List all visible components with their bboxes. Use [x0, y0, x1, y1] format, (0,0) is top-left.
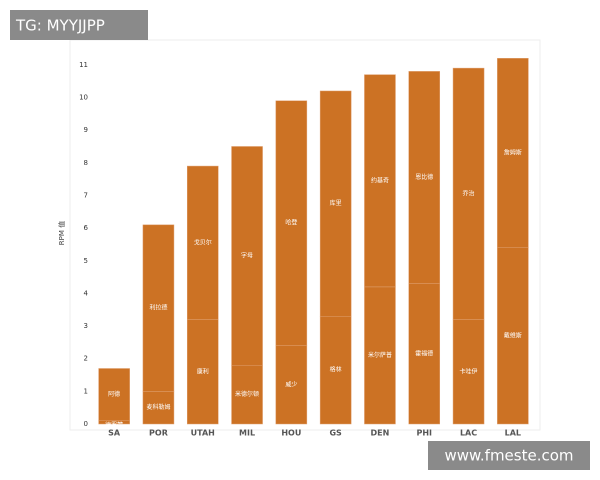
y-tick-label: 6: [84, 224, 89, 232]
x-tick-label: UTAH: [191, 429, 215, 438]
bar-segment: [452, 67, 485, 320]
segment-label: 阿德: [108, 390, 120, 398]
bar-segment: [231, 146, 263, 366]
x-tick-label: MIL: [239, 429, 255, 438]
segment-label: 戈贝尔: [194, 238, 212, 246]
segment-label: 卡哇伊: [460, 367, 478, 375]
bar-segment: [408, 71, 441, 284]
bar-segment: [497, 247, 529, 425]
x-tick-label: SA: [108, 429, 121, 438]
bar-segment: [231, 364, 263, 425]
bar-segment: [364, 286, 396, 425]
watermark-box: [428, 441, 590, 470]
segment-label: 霍福德: [415, 349, 433, 357]
x-tick-label: HOU: [281, 429, 301, 438]
bar-segment: [452, 319, 485, 425]
segment-label: 库里: [330, 199, 342, 207]
x-tick-label: PHI: [416, 429, 432, 438]
segment-label: 字母: [241, 251, 253, 259]
segment-label: 詹姆斯: [504, 149, 522, 157]
y-tick-label: 7: [84, 191, 88, 199]
segment-label: 利拉德: [149, 304, 167, 312]
segment-label: 麦科勒姆: [146, 403, 170, 411]
x-tick-label: POR: [149, 429, 168, 438]
y-tick-label: 3: [84, 322, 88, 330]
segment-label: 威少: [285, 380, 297, 388]
segment-label: 格林: [330, 366, 342, 374]
x-tick-label: LAC: [460, 429, 477, 438]
bar-segment: [319, 316, 352, 425]
bar-segment: [364, 74, 396, 288]
y-axis-label: RPM 值: [57, 221, 66, 245]
watermark-box: [10, 10, 148, 40]
bar-segment: [275, 345, 308, 425]
segment-label: 康利: [197, 367, 209, 375]
y-tick-label: 8: [84, 159, 88, 167]
watermark: www.fmeste.com: [444, 447, 573, 465]
segment-label: 哈登: [285, 219, 297, 227]
bar-segment: [186, 165, 219, 320]
y-tick-label: 9: [84, 126, 88, 134]
y-tick-label: 1: [84, 387, 88, 395]
x-tick-label: GS: [329, 429, 342, 438]
segment-label: 恩比德: [415, 173, 433, 181]
bar-segment: [142, 224, 175, 392]
bar-segment: [319, 90, 352, 317]
y-tick-label: 11: [79, 61, 88, 69]
segment-label: 戴维斯: [504, 331, 522, 339]
bar-segment: [408, 283, 441, 425]
bar-segment: [98, 368, 130, 421]
y-tick-label: 4: [84, 289, 89, 297]
bar-segment: [275, 100, 308, 346]
x-tick-label: LAL: [505, 429, 521, 438]
segment-label: 约基奇: [371, 176, 389, 184]
segment-label: 米尔萨普: [368, 351, 392, 359]
y-tick-label: 2: [84, 355, 88, 363]
y-tick-label: 5: [84, 257, 88, 265]
watermark: TG: MYYJJPP: [15, 17, 105, 35]
bar-segment: [497, 58, 529, 248]
segment-label: 米德尔顿: [235, 390, 259, 398]
segment-label: 德罗赞: [105, 421, 123, 429]
x-tick-label: DEN: [371, 429, 390, 438]
segment-label: 乔治: [463, 189, 475, 197]
y-tick-label: 0: [84, 420, 88, 428]
y-tick-label: 10: [79, 94, 88, 102]
